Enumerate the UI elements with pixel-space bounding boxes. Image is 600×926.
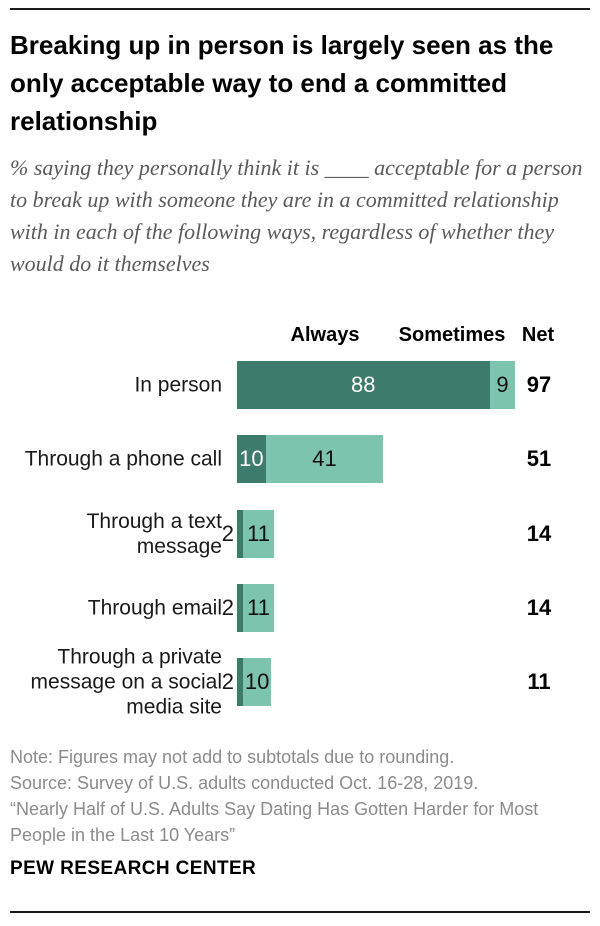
brand-label: PEW RESEARCH CENTER xyxy=(10,858,257,879)
column-header-always: Always xyxy=(290,324,360,346)
chart-row: Through a text message 2 11 14 xyxy=(0,510,600,558)
row-label: Through a text message xyxy=(86,510,222,558)
row-label: In person xyxy=(134,373,222,397)
stacked-bar: 88 9 xyxy=(237,361,516,409)
chart-row: In person 88 9 97 xyxy=(0,361,600,409)
always-value: 10 xyxy=(239,446,264,471)
always-segment xyxy=(237,658,243,706)
page-title: Breaking up in person is largely seen as… xyxy=(10,30,554,136)
always-segment xyxy=(237,584,243,632)
sometimes-segment: 9 xyxy=(489,361,516,409)
stacked-bar: 11 xyxy=(237,510,275,558)
row-label: Through email xyxy=(87,596,222,620)
chart-notes: Note: Figures may not add to subtotals d… xyxy=(10,744,590,848)
always-value-outside: 2 xyxy=(221,669,234,694)
always-segment: 88 xyxy=(237,361,490,409)
stacked-bar-chart: Always Sometimes Net In person 88 9 97 Throu… xyxy=(0,318,600,719)
sometimes-segment: 10 xyxy=(242,658,272,706)
net-value: 14 xyxy=(526,521,552,546)
column-header-net: Net xyxy=(521,324,555,346)
sometimes-segment: 11 xyxy=(242,584,275,632)
sometimes-value: 9 xyxy=(496,372,509,397)
stacked-bar: 11 xyxy=(237,584,275,632)
note-line: “Nearly Half of U.S. Adults Say Dating H… xyxy=(10,799,539,845)
net-value: 14 xyxy=(526,595,552,620)
sometimes-value: 10 xyxy=(244,669,270,694)
net-value: 11 xyxy=(527,669,551,694)
chart-row: Through a phone call 10 41 51 xyxy=(0,435,600,483)
sometimes-segment: 41 xyxy=(265,435,384,483)
row-label: Through a phone call xyxy=(24,447,222,471)
always-value-outside: 2 xyxy=(221,521,234,546)
always-segment: 10 xyxy=(237,435,266,483)
chart-row: Through email 2 11 14 xyxy=(0,584,600,632)
sometimes-segment: 11 xyxy=(242,510,275,558)
sometimes-value: 11 xyxy=(247,521,270,546)
stacked-bar: 10 41 xyxy=(237,435,384,483)
column-header-sometimes: Sometimes xyxy=(398,324,506,346)
chart-subtitle: % saying they personally think it is ___… xyxy=(10,155,583,276)
note-line: Source: Survey of U.S. adults conducted … xyxy=(10,773,479,793)
always-segment xyxy=(237,510,243,558)
always-value-outside: 2 xyxy=(221,595,234,620)
sometimes-value: 11 xyxy=(247,595,270,620)
net-value: 51 xyxy=(526,446,552,471)
stacked-bar: 10 xyxy=(237,658,272,706)
net-value: 97 xyxy=(526,372,552,397)
bottom-rule xyxy=(10,911,590,913)
always-value: 88 xyxy=(351,372,376,397)
note-line: Note: Figures may not add to subtotals d… xyxy=(10,747,455,767)
sometimes-value: 41 xyxy=(312,446,337,471)
top-rule xyxy=(10,8,590,10)
row-label: Through a private message on a social me… xyxy=(30,645,222,719)
chart-row: Through a private message on a social me… xyxy=(0,646,600,719)
